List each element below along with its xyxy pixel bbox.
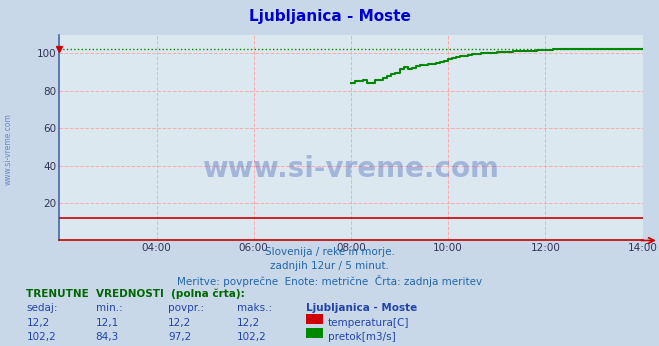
Text: 84,3: 84,3	[96, 332, 119, 342]
Text: 12,2: 12,2	[237, 318, 260, 328]
Text: TRENUTNE  VREDNOSTI  (polna črta):: TRENUTNE VREDNOSTI (polna črta):	[26, 289, 245, 299]
Text: 12,2: 12,2	[168, 318, 191, 328]
Text: temperatura[C]: temperatura[C]	[328, 318, 409, 328]
Text: Ljubljanica - Moste: Ljubljanica - Moste	[306, 303, 418, 313]
Text: zadnjih 12ur / 5 minut.: zadnjih 12ur / 5 minut.	[270, 261, 389, 271]
Text: 102,2: 102,2	[26, 332, 56, 342]
Text: 97,2: 97,2	[168, 332, 191, 342]
Text: 102,2: 102,2	[237, 332, 267, 342]
Text: min.:: min.:	[96, 303, 123, 313]
Text: pretok[m3/s]: pretok[m3/s]	[328, 332, 395, 342]
Text: 12,1: 12,1	[96, 318, 119, 328]
Text: Slovenija / reke in morje.: Slovenija / reke in morje.	[264, 247, 395, 257]
Text: Ljubljanica - Moste: Ljubljanica - Moste	[248, 9, 411, 24]
Text: povpr.:: povpr.:	[168, 303, 204, 313]
Text: www.si-vreme.com: www.si-vreme.com	[202, 155, 500, 183]
Text: sedaj:: sedaj:	[26, 303, 58, 313]
Text: maks.:: maks.:	[237, 303, 272, 313]
Text: Meritve: povprečne  Enote: metrične  Črta: zadnja meritev: Meritve: povprečne Enote: metrične Črta:…	[177, 275, 482, 287]
Text: www.si-vreme.com: www.si-vreme.com	[3, 113, 13, 185]
Text: 12,2: 12,2	[26, 318, 49, 328]
